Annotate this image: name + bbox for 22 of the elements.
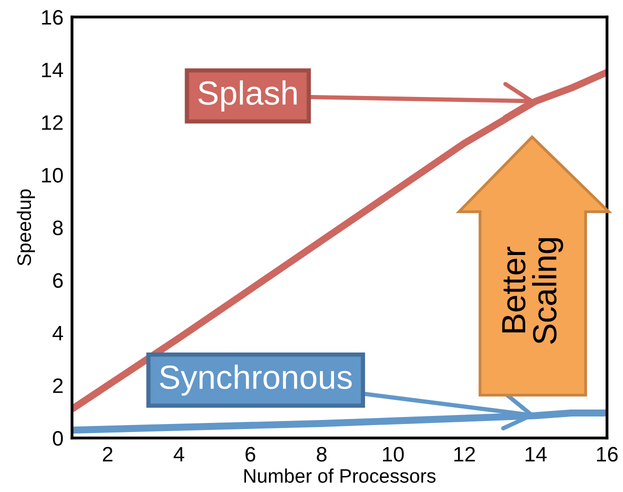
x-tick-label: 12 (454, 446, 475, 462)
y-tick-label: 4 (52, 326, 64, 340)
x-tick-label: 14 (526, 447, 547, 462)
series-label: Synchronous (160, 364, 352, 396)
annotation: Better Scaling (502, 238, 564, 344)
y-tick-label: 2 (53, 378, 63, 393)
y-tick-label: 8 (52, 220, 63, 236)
y-tick-label: 6 (53, 273, 63, 288)
x-tick-label: 16 (597, 446, 618, 462)
x-tick-label: 4 (174, 447, 184, 462)
x-tick-label: 8 (316, 446, 327, 462)
text: Splash (198, 80, 297, 112)
y-tick-label: 12 (42, 115, 63, 130)
x-axis-title: Number of Processors (244, 468, 436, 483)
y-tick-label: 10 (42, 168, 63, 183)
y-tick-label: 14 (42, 62, 64, 78)
y-tick-label: 0 (52, 431, 63, 446)
y-tick-label: 16 (42, 10, 63, 25)
y-axis-title: Speedup (16, 189, 35, 266)
x-tick-label: 2 (102, 446, 112, 462)
x-tick-label: 10 (383, 446, 404, 462)
x-tick-label: 6 (246, 446, 256, 462)
